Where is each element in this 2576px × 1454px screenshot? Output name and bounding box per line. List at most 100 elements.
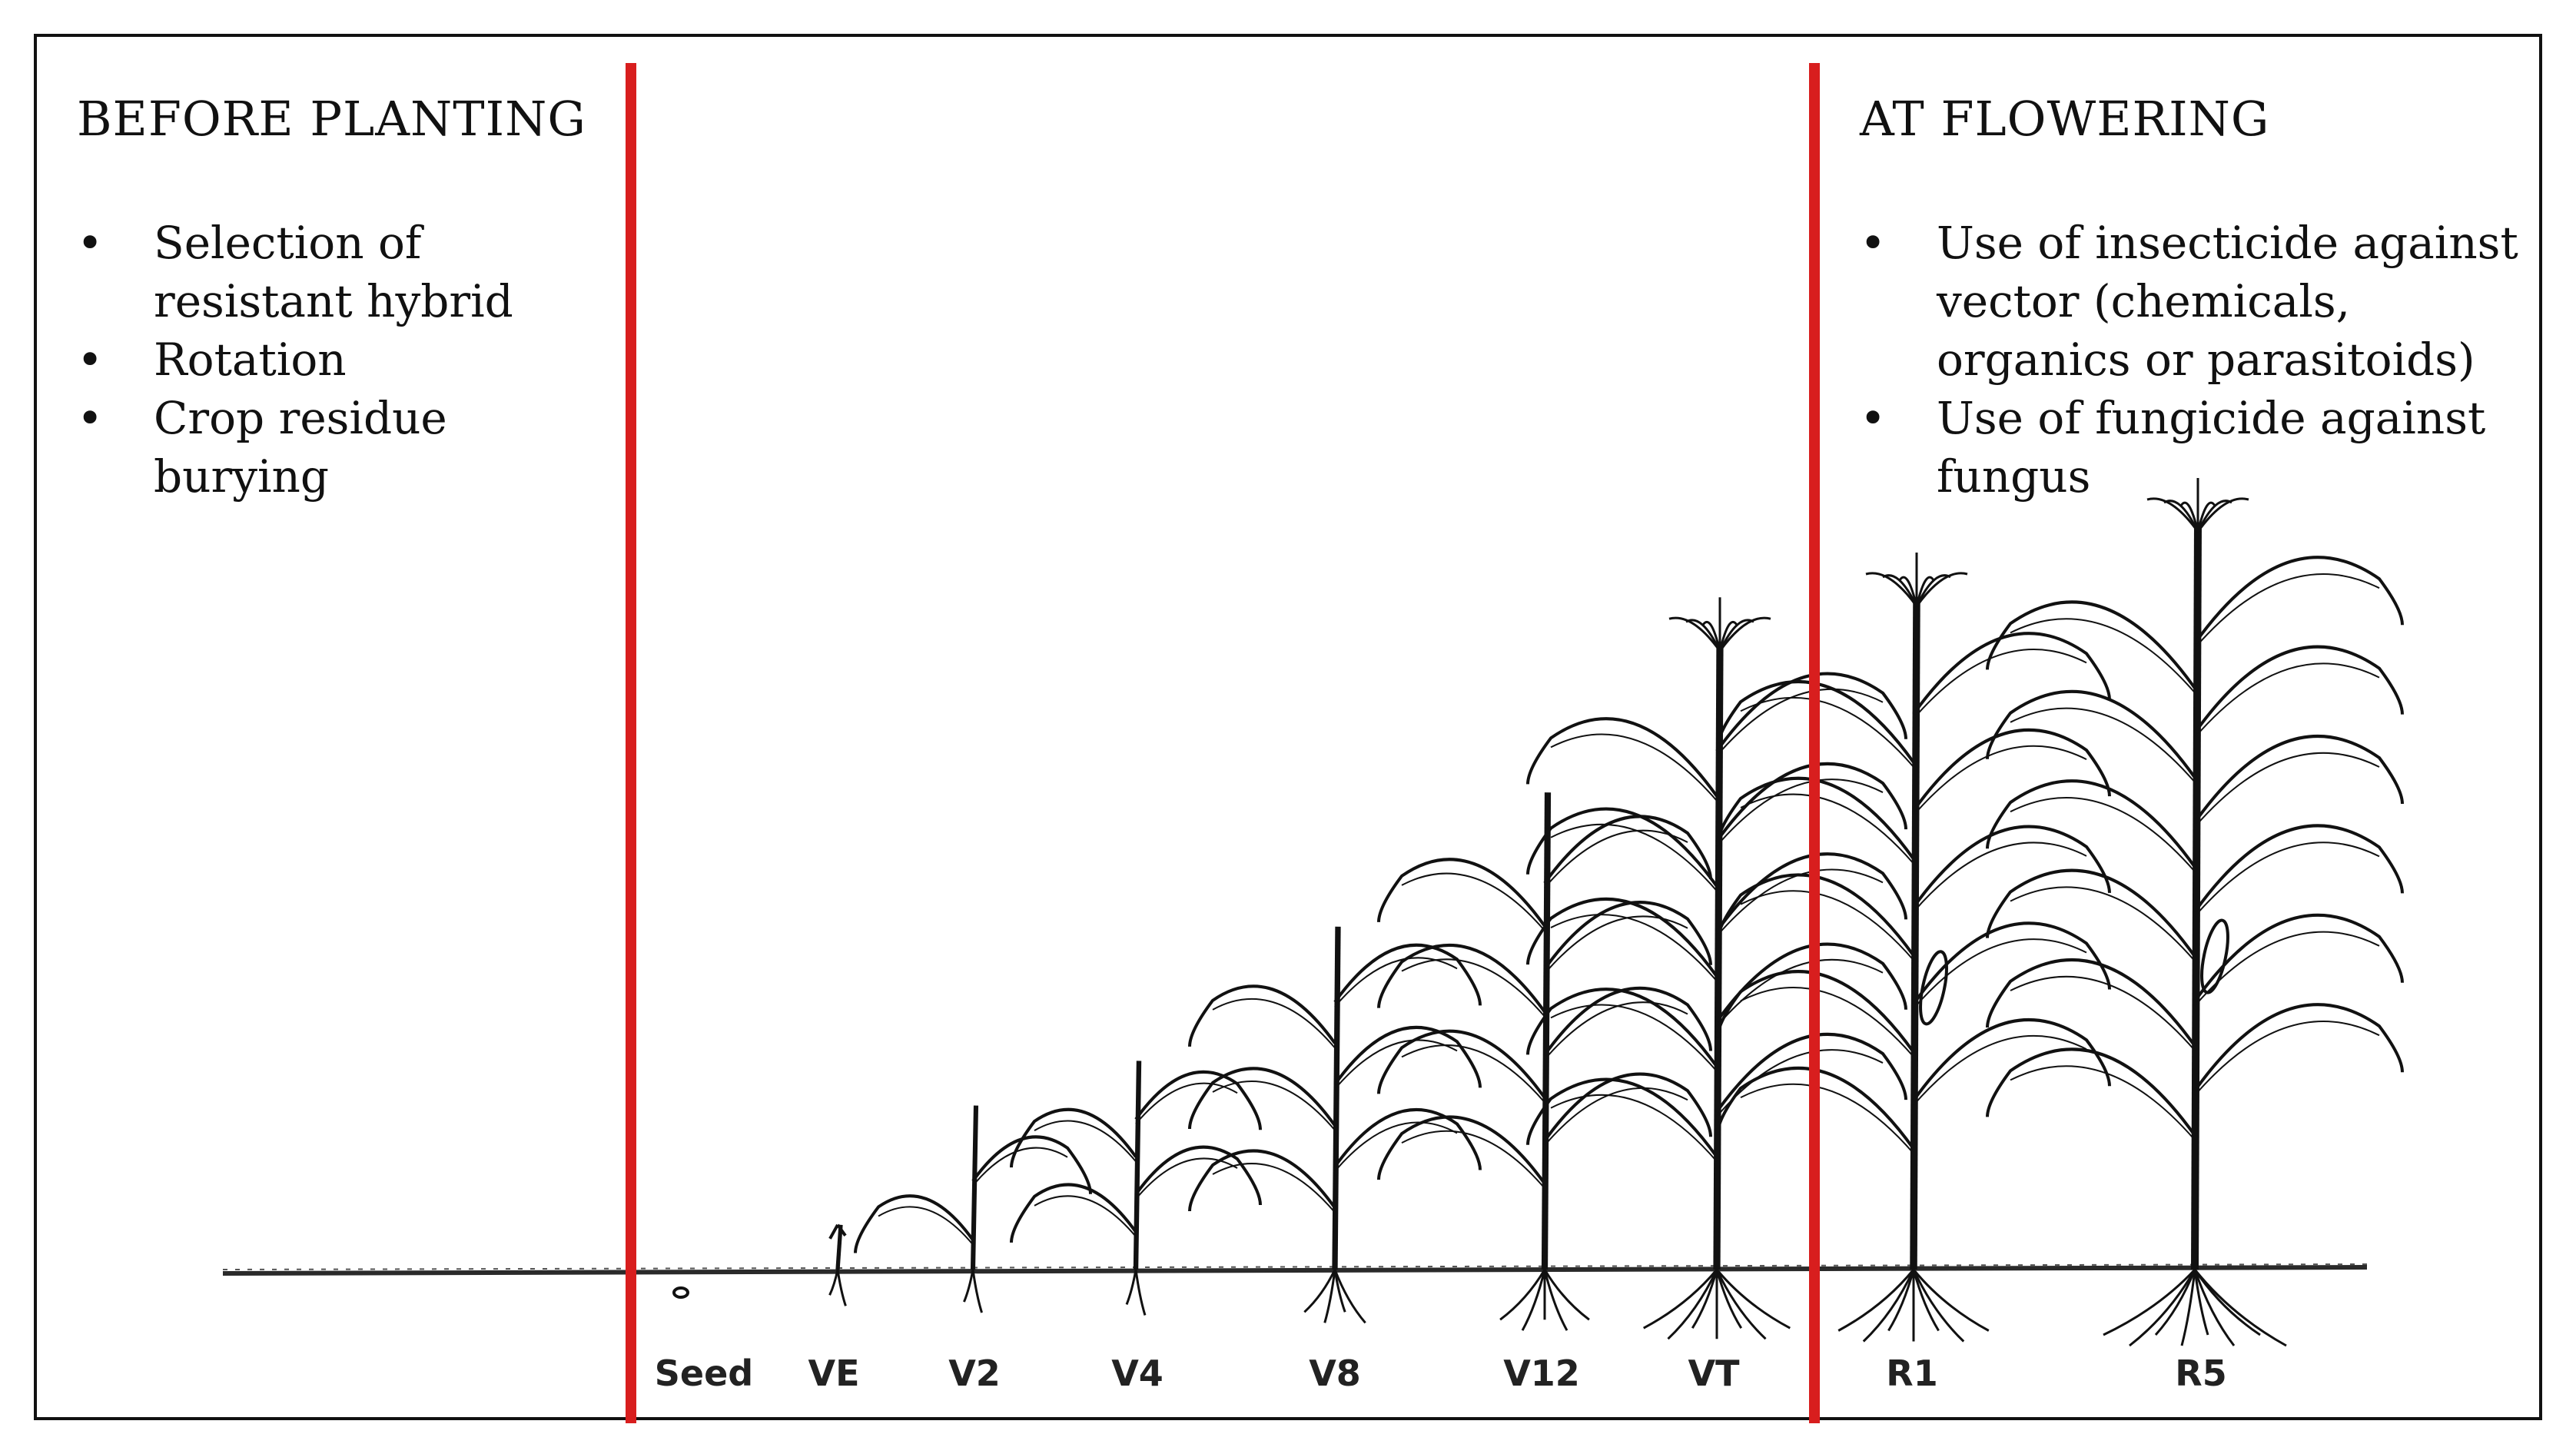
leaf-shape (1377, 858, 1546, 928)
leaf-shape (1716, 776, 1915, 860)
root-line (1543, 1269, 1590, 1321)
leaf-shape (971, 1135, 1092, 1194)
plant-v4 (1010, 1061, 1262, 1316)
leaf-shape (1715, 942, 1907, 1023)
before-item-text: Rotation (154, 334, 347, 386)
leaf-shape (1377, 1115, 1546, 1185)
tassel-branch (1685, 619, 1721, 652)
leaf-edge (2010, 797, 2196, 872)
flowering-item-1: • Use of insecticide against vector (chem… (1860, 214, 2536, 389)
tassel-branch (1898, 576, 1918, 607)
root-line (1887, 1269, 1915, 1332)
leaf-shape (1912, 1018, 2111, 1102)
root-line (1715, 1269, 1767, 1340)
leaf-edge (2194, 662, 2380, 739)
root-line (2193, 1269, 2209, 1336)
plant-r1 (1716, 553, 2111, 1343)
leaf-shape (1716, 873, 1915, 957)
root-line (1912, 1269, 1990, 1332)
flowering-item-text: Use of fungicide against fungus (1937, 392, 2486, 503)
leaf-shape (1912, 632, 2111, 715)
leaf-shape (1986, 868, 2196, 958)
root-line (1521, 1269, 1546, 1331)
at-flowering-list: • Use of insecticide against vector (chem… (1860, 214, 2536, 506)
leaf-edge (1740, 1083, 1914, 1154)
plant-ve (828, 1223, 847, 1306)
ground-texture (222, 1263, 2368, 1270)
at-flowering-divider (1809, 63, 1820, 1423)
leaf-shape (2193, 645, 2404, 734)
leaf-edge (1401, 1044, 1545, 1104)
leaf-edge (1716, 1049, 1884, 1117)
leaf-shape (1526, 807, 1718, 888)
leaf-shape (1543, 1072, 1712, 1142)
leaf-edge (1544, 1087, 1688, 1147)
leaf-shape (1912, 825, 2111, 908)
at-flowering-title: AT FLOWERING (1860, 91, 2270, 147)
leaf-edge (1550, 1094, 1718, 1162)
leaf-edge (1716, 868, 1884, 937)
leaf-shape (2193, 913, 2404, 1002)
flowering-item-text: Use of insecticide against vector (chemi… (1937, 217, 2518, 386)
stalk-line (2191, 523, 2202, 1270)
tassel-branch (2196, 501, 2216, 533)
tassel-branch (1718, 620, 1738, 652)
leaf-edge (878, 1206, 974, 1246)
plant-v2 (854, 1105, 1092, 1313)
leaf-shape (1333, 1107, 1482, 1170)
leaf-shape (1912, 728, 2111, 812)
leaf-shape (1526, 717, 1718, 798)
tassel-branch (1668, 616, 1721, 652)
leaf-shape (1526, 1077, 1718, 1158)
root-line (1691, 1269, 1718, 1329)
leaf-shape (1716, 680, 1915, 764)
root-line (1715, 1269, 1743, 1329)
leaf-shape (1188, 1067, 1336, 1130)
leaf-edge (972, 1147, 1068, 1187)
root-line (1667, 1269, 1718, 1340)
leaf-shape (1715, 762, 1907, 842)
root-line (836, 1269, 847, 1306)
diagram-frame (34, 34, 2542, 1420)
leaf-shape (2193, 824, 2404, 913)
leaf-edge (2010, 1065, 2196, 1141)
leaf-shape (1543, 815, 1712, 885)
leaf-shape (2193, 1003, 2404, 1092)
plants-group (672, 478, 2404, 1347)
leaf-edge (1135, 1082, 1238, 1125)
before-planting-list: • Selection of resistant hybrid • Rotation… (77, 214, 615, 506)
stage-label-seed: Seed (654, 1353, 754, 1394)
tassel-branch (2163, 500, 2199, 533)
root-line (971, 1269, 983, 1313)
root-line (2180, 1269, 2196, 1346)
leaf-shape (1986, 779, 2196, 868)
stage-label-v4: V4 (1111, 1353, 1164, 1394)
root-line (1323, 1269, 1336, 1323)
root-line (1134, 1269, 1147, 1316)
before-item-2: • Rotation (77, 330, 615, 389)
leaf-edge (1716, 958, 1884, 1027)
stage-label-r1: R1 (1886, 1353, 1938, 1394)
leaf-shape (1716, 970, 1915, 1054)
leaf-edge (1401, 1130, 1545, 1189)
leaf-edge (1550, 733, 1718, 802)
tassel-branch (1882, 574, 1918, 607)
leaf-edge (1401, 958, 1545, 1017)
leaf-edge (2010, 975, 2196, 1051)
stalk-line (1332, 926, 1341, 1270)
leaf-shape (1543, 901, 1712, 971)
leaf-shape (1134, 1145, 1262, 1206)
leaf-shape (1543, 986, 1712, 1056)
root-line (1715, 1269, 1791, 1330)
tassel-branch (1718, 616, 1771, 652)
leaf-shape (1333, 1025, 1482, 1088)
leaf-shape (1986, 1047, 2196, 1137)
bullet-icon: • (1860, 392, 1887, 444)
root-line (1862, 1269, 1915, 1343)
before-planting-divider (626, 63, 636, 1423)
tassel-branch (1865, 572, 1918, 607)
stalk-line (835, 1224, 843, 1270)
leaf-edge (1212, 1163, 1336, 1213)
root-line (1333, 1269, 1366, 1324)
leaf-shape (1377, 944, 1546, 1013)
